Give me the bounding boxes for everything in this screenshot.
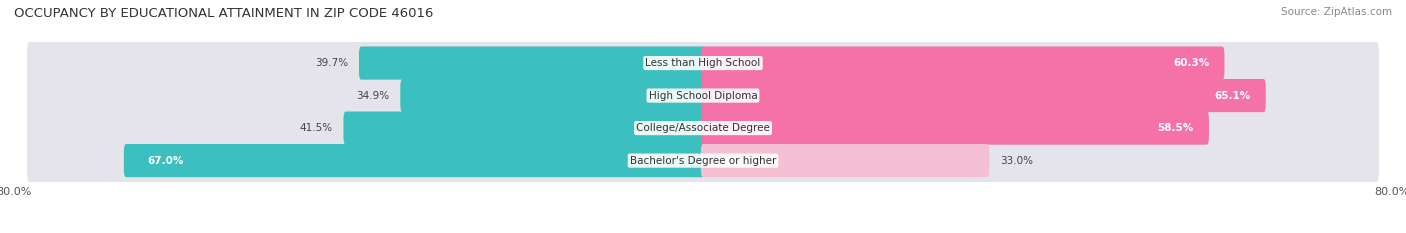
Text: 34.9%: 34.9% <box>356 91 389 101</box>
FancyBboxPatch shape <box>27 71 1379 120</box>
Text: Bachelor's Degree or higher: Bachelor's Degree or higher <box>630 156 776 166</box>
FancyBboxPatch shape <box>700 112 1209 145</box>
FancyBboxPatch shape <box>700 47 1225 80</box>
Text: 41.5%: 41.5% <box>299 123 333 133</box>
FancyBboxPatch shape <box>359 47 706 80</box>
FancyBboxPatch shape <box>700 79 1265 112</box>
FancyBboxPatch shape <box>27 136 1379 185</box>
Text: 65.1%: 65.1% <box>1215 91 1251 101</box>
Text: Less than High School: Less than High School <box>645 58 761 68</box>
Text: 60.3%: 60.3% <box>1173 58 1209 68</box>
FancyBboxPatch shape <box>343 112 706 145</box>
Text: 39.7%: 39.7% <box>315 58 349 68</box>
Text: 58.5%: 58.5% <box>1157 123 1194 133</box>
FancyBboxPatch shape <box>124 144 706 177</box>
Text: 33.0%: 33.0% <box>1000 156 1033 166</box>
FancyBboxPatch shape <box>27 103 1379 153</box>
FancyBboxPatch shape <box>27 38 1379 88</box>
FancyBboxPatch shape <box>700 144 990 177</box>
Text: OCCUPANCY BY EDUCATIONAL ATTAINMENT IN ZIP CODE 46016: OCCUPANCY BY EDUCATIONAL ATTAINMENT IN Z… <box>14 7 433 20</box>
FancyBboxPatch shape <box>401 79 706 112</box>
Text: College/Associate Degree: College/Associate Degree <box>636 123 770 133</box>
Text: High School Diploma: High School Diploma <box>648 91 758 101</box>
Text: 67.0%: 67.0% <box>148 156 184 166</box>
Text: Source: ZipAtlas.com: Source: ZipAtlas.com <box>1281 7 1392 17</box>
